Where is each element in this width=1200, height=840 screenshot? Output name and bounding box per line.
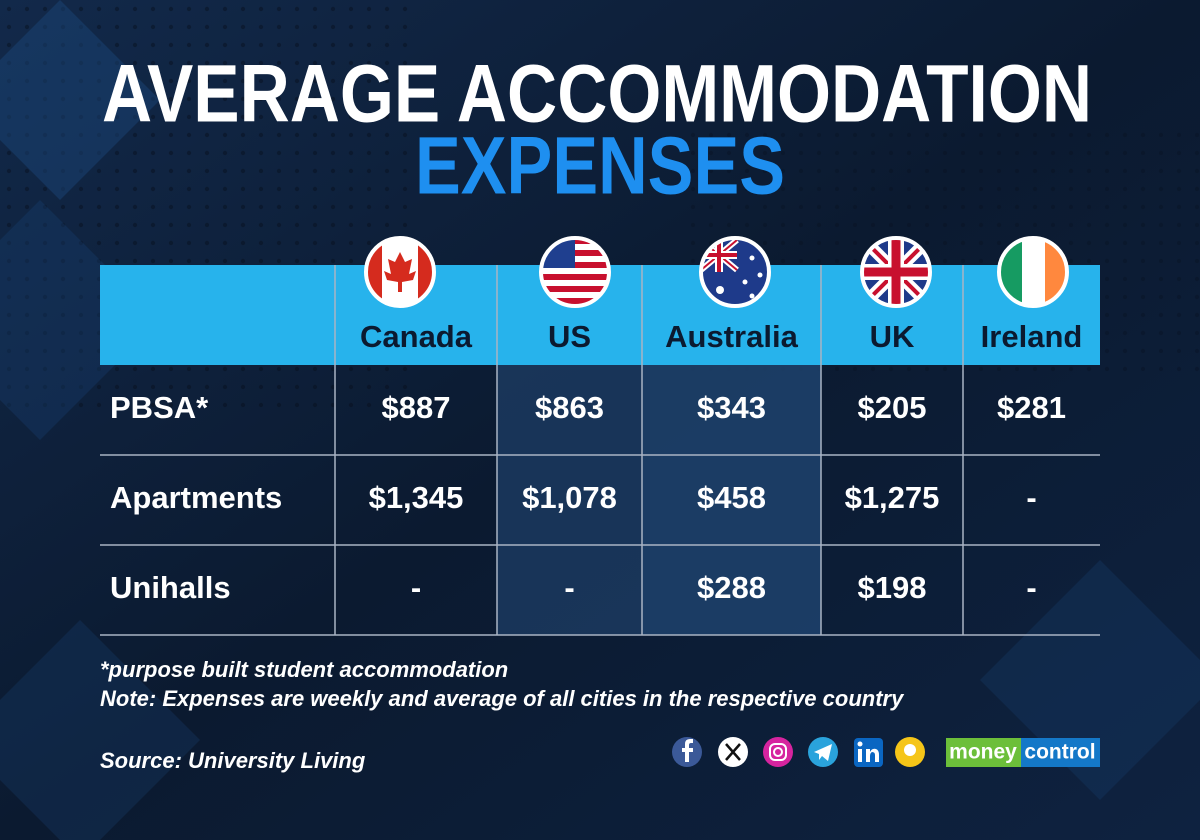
diamond [0,620,200,840]
row-label: Unihalls [110,570,231,605]
cell-value: - [411,570,421,605]
column-header: US [548,319,591,354]
column-highlight [497,365,642,635]
column-header: Canada [360,319,473,354]
diamond [0,0,160,200]
flag-ring [699,236,771,308]
flag-ring [997,236,1069,308]
cell-value: $1,275 [845,480,940,515]
source: Source: University Living [100,748,366,773]
brand-text: control [1024,741,1095,764]
cell-value: $205 [858,390,927,425]
cell-value: - [1026,480,1036,515]
cell-value: $288 [697,570,766,605]
title-line: AVERAGE ACCOMMODATION [102,49,1092,140]
cell-value: $887 [382,390,451,425]
diamond [0,200,160,440]
footnote: *purpose built student accommodation [100,657,508,682]
column-header: UK [870,319,915,354]
cell-value: $198 [858,570,927,605]
brand-text: money [949,741,1017,764]
flag-ring [364,236,436,308]
note: Note: Expenses are weekly and average of… [100,686,905,711]
flag-ring [539,236,611,308]
cell-value: $281 [997,390,1066,425]
diamond [980,560,1200,800]
cell-value: $863 [535,390,604,425]
cell-value: - [1026,570,1036,605]
column-header: Ireland [981,319,1083,354]
instagram-icon[interactable] [763,737,793,767]
social-icons [672,737,925,767]
brand-logo: money control [946,738,1100,767]
cell-value: $458 [697,480,766,515]
cell-value: $1,345 [369,480,464,515]
column-highlight [642,365,821,635]
row-label: PBSA* [110,390,209,425]
cell-value: - [564,570,574,605]
row-label: Apartments [110,480,282,515]
flag-ring [860,236,932,308]
cell-value: $343 [697,390,766,425]
brand-bg [946,738,1021,767]
brand-bg [1021,738,1100,767]
column-header: Australia [665,319,798,354]
cell-value: $1,078 [522,480,617,515]
title-line: EXPENSES [415,121,785,212]
